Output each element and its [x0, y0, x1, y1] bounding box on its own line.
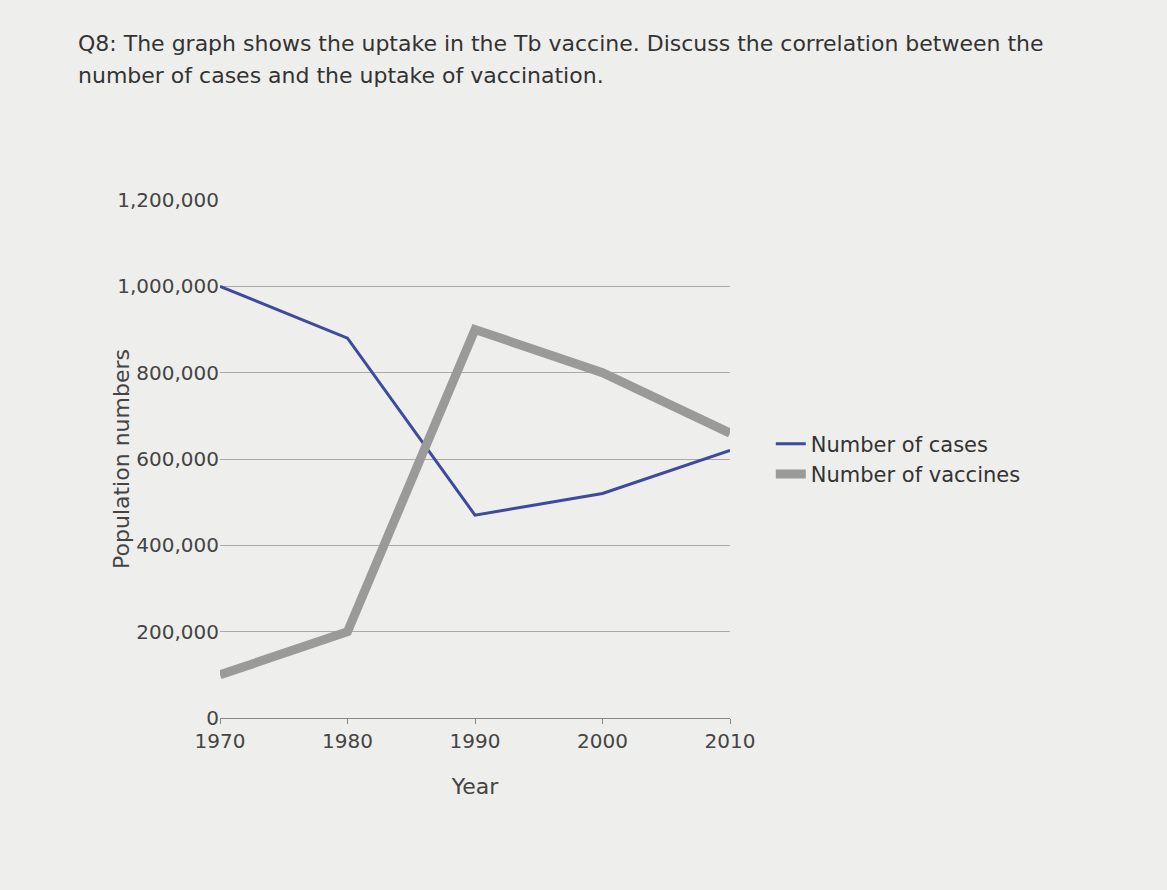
svg-text:Number of cases: Number of cases	[811, 433, 988, 457]
svg-text:1970: 1970	[195, 729, 246, 753]
svg-text:1,200,000: 1,200,000	[117, 188, 219, 212]
svg-text:1990: 1990	[450, 729, 501, 753]
svg-text:Number of vaccines: Number of vaccines	[811, 463, 1020, 487]
svg-text:200,000: 200,000	[136, 620, 219, 644]
svg-text:2010: 2010	[705, 729, 756, 753]
svg-text:400,000: 400,000	[136, 533, 219, 557]
svg-text:0: 0	[206, 706, 219, 730]
svg-text:1,000,000: 1,000,000	[117, 274, 219, 298]
html-text:Q8: The graph shows the uptake: Q8: The graph shows the uptake in the Tb…	[78, 31, 1044, 88]
svg-text:600,000: 600,000	[136, 447, 219, 471]
svg-text:Year: Year	[451, 774, 500, 799]
svg-text:800,000: 800,000	[136, 361, 219, 385]
svg-text:1980: 1980	[322, 729, 373, 753]
svg-text:Population numbers: Population numbers	[109, 349, 134, 569]
svg-text:2000: 2000	[577, 729, 628, 753]
